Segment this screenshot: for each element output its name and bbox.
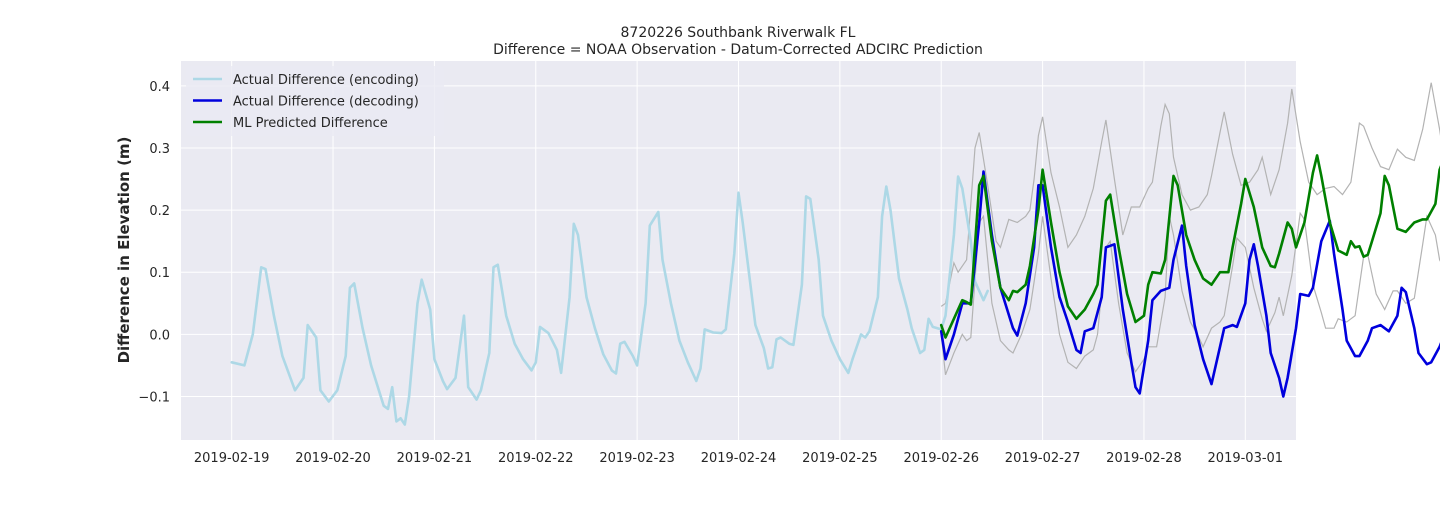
x-tick-label: 2019-02-19 bbox=[194, 451, 270, 466]
x-tick-label: 2019-02-23 bbox=[599, 451, 675, 466]
x-tick-label: 2019-02-27 bbox=[1005, 451, 1081, 466]
x-tick-label: 2019-02-28 bbox=[1106, 451, 1182, 466]
series-layer bbox=[230, 154, 1440, 426]
band-lower-line bbox=[940, 211, 1440, 376]
chart-title: 8720226 Southbank Riverwalk FL bbox=[621, 25, 856, 41]
x-tick-label: 2019-02-20 bbox=[295, 451, 371, 466]
x-tick-label: 2019-02-21 bbox=[397, 451, 473, 466]
band-upper-line bbox=[940, 82, 1440, 307]
legend-label: Actual Difference (decoding) bbox=[233, 95, 419, 110]
chart-subtitle: Difference = NOAA Observation - Datum-Co… bbox=[493, 42, 983, 58]
y-tick-label: −0.1 bbox=[138, 391, 170, 406]
legend-label: ML Predicted Difference bbox=[233, 116, 388, 131]
x-tick-label: 2019-02-24 bbox=[701, 451, 777, 466]
legend-label: Actual Difference (encoding) bbox=[233, 73, 419, 88]
legend-box bbox=[186, 66, 444, 136]
y-tick-label: 0.4 bbox=[149, 80, 170, 95]
y-tick-label: 0.2 bbox=[149, 204, 170, 219]
series-line-actual-difference-decoding bbox=[939, 170, 1440, 398]
legend: Actual Difference (encoding) Actual Diffe… bbox=[186, 66, 444, 136]
y-axis-label: Difference in Elevation (m) bbox=[115, 137, 133, 364]
x-tick-label: 2019-02-26 bbox=[903, 451, 979, 466]
series-line-ml-predicted-difference bbox=[939, 154, 1440, 339]
y-tick-label: 0.1 bbox=[149, 266, 170, 281]
band-layer bbox=[940, 82, 1440, 376]
y-tick-label: 0.3 bbox=[149, 142, 170, 157]
x-tick-label: 2019-02-25 bbox=[802, 451, 878, 466]
x-tick-label: 2019-02-22 bbox=[498, 451, 574, 466]
y-tick-label: 0.0 bbox=[149, 328, 170, 343]
series-line-actual-difference-encoding bbox=[230, 175, 989, 426]
x-tick-label: 2019-03-01 bbox=[1208, 451, 1284, 466]
y-tick-labels: −0.1 0.0 0.1 0.2 0.3 0.4 bbox=[138, 80, 170, 406]
x-tick-labels: 2019-02-19 2019-02-20 2019-02-21 2019-02-22… bbox=[194, 451, 1283, 466]
